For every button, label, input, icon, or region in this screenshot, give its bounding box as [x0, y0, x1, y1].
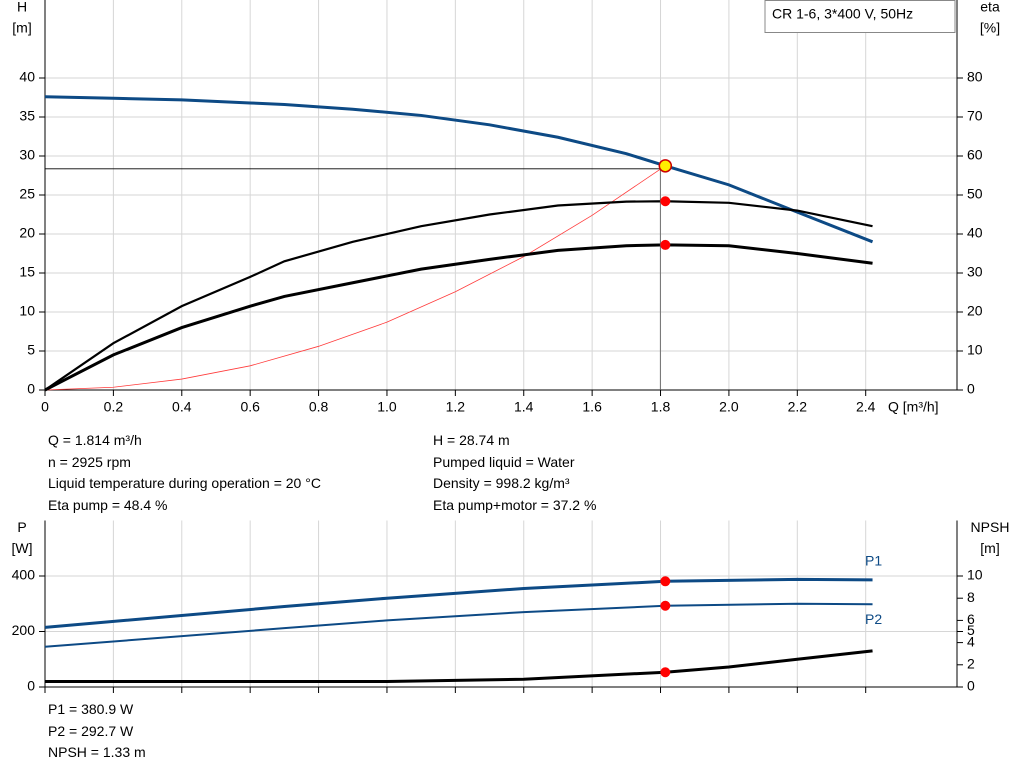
curve — [44, 243, 873, 392]
y-tick-label: 25 — [19, 186, 35, 202]
x-axis-label: Q [m³/h] — [888, 399, 939, 415]
y2-axis-label: eta — [980, 0, 1000, 15]
info-line: Pumped liquid = Water — [433, 453, 575, 470]
y2-tick-label: 10 — [967, 567, 983, 583]
operating-point — [660, 576, 671, 587]
x-tick-label: 0.6 — [240, 399, 260, 415]
y2-tick-label: 0 — [967, 678, 975, 694]
x-tick-label: 1.4 — [514, 399, 534, 415]
curve — [44, 577, 873, 629]
info-line: P1 = 380.9 W — [48, 701, 134, 717]
y-tick-label: 0 — [27, 678, 35, 694]
y-tick-label: 200 — [12, 622, 36, 638]
y-axis-label: [W] — [12, 540, 33, 556]
y2-tick-label: 60 — [967, 147, 983, 163]
info-line: Eta pump = 48.4 % — [48, 496, 168, 513]
curve — [44, 95, 874, 244]
y2-tick-label: 6 — [967, 611, 975, 627]
x-tick-label: 1.0 — [377, 399, 397, 415]
y2-tick-label: 4 — [967, 633, 975, 649]
info-block: P1 = 380.9 W P2 = 292.7 W NPSH = 1.33 m — [48, 699, 146, 764]
x-tick-label: 0.2 — [104, 399, 124, 415]
y2-tick-label: 80 — [967, 69, 983, 85]
info-line: H = 28.74 m — [433, 432, 510, 448]
y-tick-label: 5 — [27, 342, 35, 358]
info-block: H = 28.74 m Pumped liquid = Water Density … — [433, 430, 596, 516]
y2-axis-label: [%] — [980, 20, 1000, 36]
curve — [44, 200, 873, 391]
y-tick-label: 15 — [19, 264, 35, 280]
info-block: Q = 1.814 m³/h n = 2925 rpm Liquid tempera… — [48, 430, 321, 516]
operating-point — [660, 196, 671, 207]
y-tick-label: 400 — [12, 567, 36, 583]
info-line: Q = 1.814 m³/h — [48, 432, 142, 448]
info-line: Density = 998.2 kg/m³ — [433, 475, 570, 491]
y2-tick-label: 50 — [967, 186, 983, 202]
info-line: Eta pump+motor = 37.2 % — [433, 496, 597, 513]
y2-axis-label: [m] — [980, 540, 999, 556]
y-tick-label: 35 — [19, 108, 35, 124]
x-tick-label: 1.6 — [582, 399, 602, 415]
y-tick-label: 20 — [19, 225, 35, 241]
y-axis-label: P — [17, 519, 26, 535]
operating-point — [660, 667, 671, 678]
x-tick-label: 0 — [41, 399, 49, 415]
x-tick-label: 2.2 — [788, 399, 808, 415]
operating-point — [658, 159, 673, 173]
y-axis-label: [m] — [12, 20, 31, 36]
info-line: P2 = 292.7 W — [48, 722, 134, 739]
series-label: P1 — [865, 553, 882, 569]
y2-tick-label: 10 — [967, 342, 983, 358]
x-tick-label: 2.0 — [719, 399, 739, 415]
y-tick-label: 0 — [27, 381, 35, 397]
info-line: NPSH = 1.33 m — [48, 744, 146, 760]
info-line: n = 2925 rpm — [48, 453, 131, 470]
x-tick-label: 2.4 — [856, 399, 876, 415]
y2-tick-label: 40 — [967, 225, 983, 241]
y2-tick-label: 8 — [967, 589, 975, 605]
y-tick-label: 10 — [19, 303, 35, 319]
x-tick-label: 0.4 — [172, 399, 192, 415]
y2-tick-label: 5 — [967, 622, 975, 638]
info-line: Liquid temperature during operation = 20… — [48, 475, 321, 491]
y2-tick-label: 2 — [967, 656, 975, 672]
x-tick-label: 1.8 — [651, 399, 671, 415]
legend-text: CR 1-6, 3*400 V, 50Hz — [772, 6, 913, 22]
y-tick-label: 30 — [19, 147, 35, 163]
x-tick-label: 0.8 — [309, 399, 329, 415]
curve — [44, 165, 666, 391]
x-tick-label: 1.2 — [446, 399, 466, 415]
y2-tick-label: 70 — [967, 108, 983, 124]
operating-point — [660, 239, 671, 250]
series-label: P2 — [865, 611, 882, 627]
y2-tick-label: 0 — [967, 381, 975, 397]
operating-point — [660, 600, 671, 611]
y2-tick-label: 20 — [967, 303, 983, 319]
y-tick-label: 40 — [19, 69, 35, 85]
curve — [44, 602, 873, 648]
legend-box — [764, 0, 956, 33]
y2-tick-label: 30 — [967, 264, 983, 280]
y2-axis-label: NPSH — [971, 519, 1010, 535]
y-axis-label: H — [17, 0, 27, 15]
curve — [45, 649, 873, 683]
